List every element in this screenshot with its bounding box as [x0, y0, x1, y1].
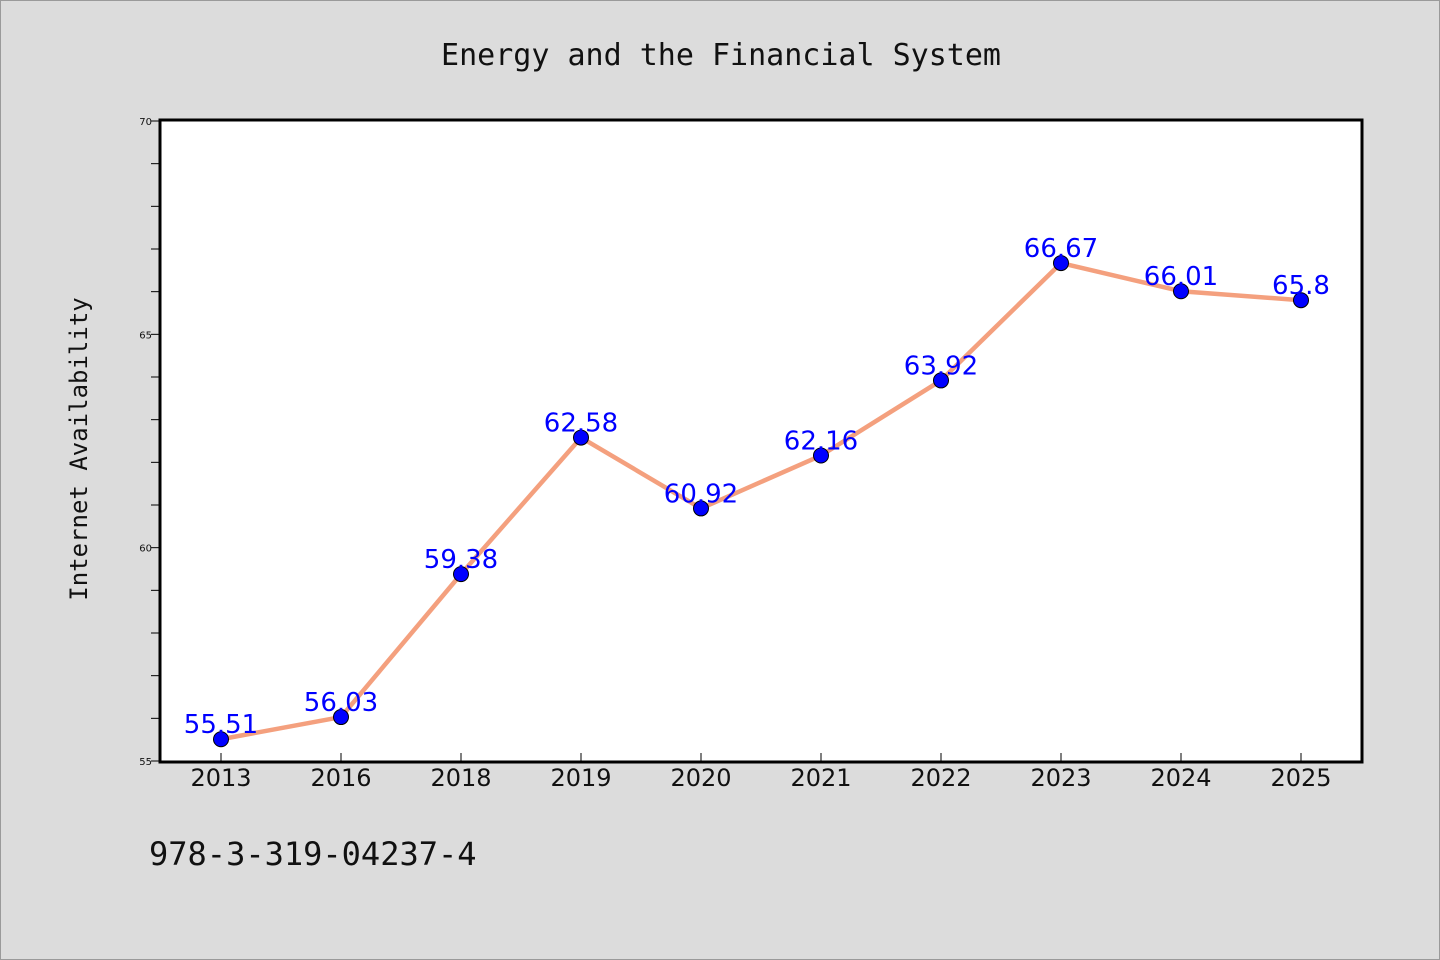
data-label: 56.03: [304, 688, 378, 718]
data-point: [453, 566, 469, 583]
chart-title: Energy and the Financial System: [441, 38, 1001, 73]
y-axis-label: Internet Availability: [65, 297, 93, 600]
isbn-text: 978-3-319-04237-4: [149, 835, 477, 873]
data-label: 65.8: [1272, 271, 1330, 301]
data-label: 62.16: [784, 427, 858, 457]
data-point: [1053, 255, 1069, 272]
x-tick-label: 2019: [550, 764, 611, 792]
data-label: 62.58: [544, 409, 618, 439]
plot-area: [158, 118, 1364, 764]
data-label: 59.38: [424, 545, 498, 575]
data-point: [1173, 283, 1189, 300]
x-tick-label: 2013: [190, 764, 251, 792]
x-tick-label: 2025: [1270, 764, 1331, 792]
y-tick-label: 65: [139, 330, 152, 341]
data-point: [813, 447, 829, 464]
data-labels: 55.51 56.03 59.38 62.58 60.92 62.16 63.92 66.67…: [184, 234, 1330, 740]
x-tick-label: 2024: [1150, 764, 1211, 792]
data-point: [333, 709, 349, 726]
x-tick-label: 2020: [670, 764, 731, 792]
data-point: [933, 372, 949, 389]
x-tick-label: 2022: [910, 764, 971, 792]
y-tick-label: 55: [139, 757, 152, 768]
data-label: 63.92: [904, 351, 978, 381]
x-tick-label: 2021: [790, 764, 851, 792]
series-line: [218, 260, 1304, 742]
data-label: 66.01: [1144, 262, 1218, 292]
x-tick-label: 2018: [430, 764, 491, 792]
y-tick-label: 70: [139, 117, 152, 128]
data-label: 55.51: [184, 710, 258, 740]
y-tick-label: 60: [139, 544, 152, 555]
axis-ticks: 55 60 65 70 2013 2016 2018 2019 2020 2021 2022 2023…: [139, 117, 1331, 792]
x-tick-label: 2023: [1030, 764, 1091, 792]
data-label: 66.67: [1024, 234, 1098, 264]
data-point: [693, 500, 709, 517]
series-line-layer: [218, 260, 1304, 742]
data-label: 60.92: [664, 479, 738, 509]
data-point: [213, 731, 229, 748]
data-point: [1293, 292, 1309, 309]
x-tick-label: 2016: [310, 764, 371, 792]
data-point: [573, 429, 589, 446]
data-points: [213, 255, 1309, 748]
